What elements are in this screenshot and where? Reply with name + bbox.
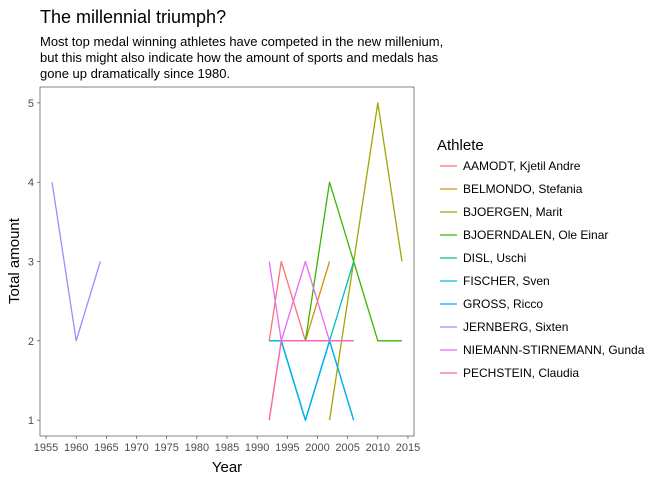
y-axis: 1 2 3 4 5 — [28, 98, 40, 427]
legend-title: Athlete — [437, 137, 484, 154]
x-tick-label: 1965 — [94, 442, 118, 454]
x-tick-label: 2005 — [335, 442, 359, 454]
legend-label: NIEMANN-STIRNEMANN, Gunda — [463, 343, 645, 357]
series-lines — [51, 102, 403, 421]
legend-label: DISL, Uschi — [463, 251, 526, 265]
chart-subtitle-line-1: Most top medal winning athletes have com… — [40, 34, 443, 49]
series-line — [51, 182, 101, 342]
x-tick-label: 1970 — [124, 442, 148, 454]
y-tick-label: 1 — [28, 415, 34, 427]
x-tick-label: 1990 — [245, 442, 269, 454]
series-line — [269, 340, 355, 421]
y-tick-label: 3 — [28, 257, 34, 269]
x-tick-label: 1985 — [215, 442, 239, 454]
x-axis: 1955 1960 1965 1970 1975 1980 1985 1990 1995 2000… — [34, 436, 420, 454]
legend-label: BJOERGEN, Marit — [463, 205, 563, 219]
chart-subtitle-line-2: but this might also indicate how the amo… — [40, 50, 439, 65]
x-tick-label: 2015 — [396, 442, 420, 454]
legend-label: FISCHER, Sven — [463, 274, 550, 288]
legend-label: PECHSTEIN, Claudia — [463, 366, 579, 380]
x-tick-label: 1995 — [275, 442, 299, 454]
legend-label: AAMODT, Kjetil Andre — [463, 159, 581, 173]
chart-subtitle-line-3: gone up dramatically since 1980. — [40, 66, 230, 81]
series-line — [268, 340, 354, 421]
x-axis-title: Year — [212, 459, 242, 476]
y-tick-label: 4 — [28, 177, 34, 189]
x-tick-label: 2010 — [366, 442, 390, 454]
legend-label: GROSS, Ricco — [463, 297, 543, 311]
chart-title: The millennial triumph? — [40, 7, 226, 27]
x-tick-label: 2000 — [305, 442, 329, 454]
legend-label: BELMONDO, Stefania — [463, 182, 583, 196]
x-tick-label: 1975 — [154, 442, 178, 454]
x-tick-label: 1955 — [34, 442, 58, 454]
series-line — [268, 260, 331, 342]
legend: Athlete AAMODT, Kjetil Andre BELMONDO, St… — [437, 137, 645, 380]
x-tick-label: 1960 — [64, 442, 88, 454]
plot-panel-border — [39, 86, 415, 437]
legend-label: JERNBERG, Sixten — [463, 320, 568, 334]
legend-items: AAMODT, Kjetil Andre BELMONDO, Stefania BJ… — [440, 159, 645, 380]
y-tick-label: 5 — [28, 98, 34, 110]
y-tick-label: 2 — [28, 336, 34, 348]
x-tick-label: 1980 — [185, 442, 209, 454]
y-axis-title: Total amount — [6, 217, 23, 304]
series-line — [328, 102, 403, 421]
legend-label: BJOERNDALEN, Ole Einar — [463, 228, 608, 242]
